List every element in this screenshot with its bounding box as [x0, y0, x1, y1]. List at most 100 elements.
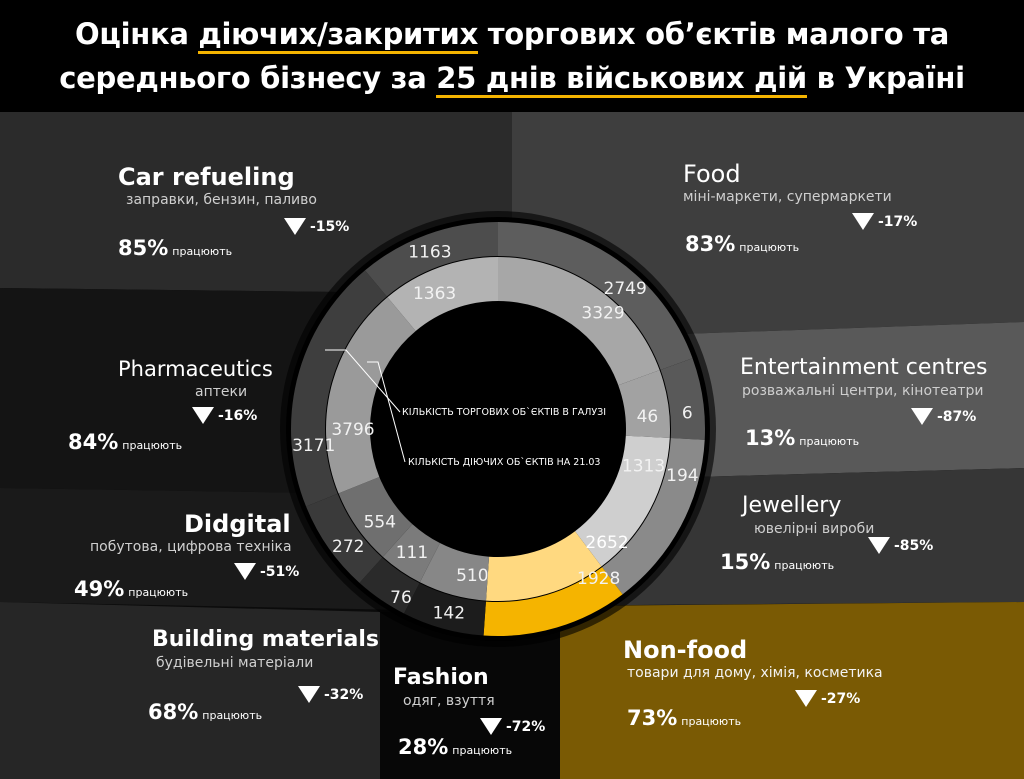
outer-segment-food	[498, 222, 693, 370]
inner-value-non-food: 2652	[585, 533, 628, 553]
inner-value-didgital: 111	[396, 543, 428, 563]
working-percent: 84%	[68, 430, 119, 454]
inner-segment-food	[498, 257, 660, 386]
inner-value-car-refueling: 1363	[413, 284, 456, 304]
panel-change-food: -17%	[852, 213, 917, 230]
panel-name: Car refueling	[118, 163, 295, 191]
panel-working-car-refueling: 85% працюють	[118, 236, 232, 260]
outer-segment-car-refueling	[364, 222, 498, 297]
change-value: -85%	[894, 537, 934, 554]
outer-segment-building-materials	[306, 493, 383, 583]
title-text: торгових об’єктів малого та	[478, 17, 950, 51]
working-percent: 85%	[118, 236, 169, 260]
panel-car-refueling: Car refueling заправки, бензин, паливо	[118, 163, 317, 209]
outer-segment-fashion	[404, 583, 486, 636]
panel-subtitle: одяг, взуття	[403, 693, 495, 709]
legend-leader-active	[367, 361, 406, 463]
panel-change-fashion: -72%	[480, 718, 545, 735]
title-line-2: середнього бізнесу за 25 днів військових…	[59, 56, 965, 100]
title-text: в Україні	[806, 61, 965, 95]
outer-value-fashion: 142	[433, 604, 465, 624]
working-label: працюють	[172, 245, 233, 258]
change-value: -15%	[310, 218, 350, 235]
panel-change-building-materials: -32%	[298, 686, 363, 703]
outer-segment-non-food	[483, 567, 623, 636]
panel-didgital: Didgital побутова, цифрова техніка	[90, 510, 292, 556]
panel-working-jewellery: 15% працюють	[720, 550, 834, 574]
panel-subtitle: товари для дому, хімія, косметика	[627, 665, 883, 681]
panel-bg-building-materials	[0, 602, 380, 779]
inner-value-food: 3329	[581, 303, 624, 323]
panel-working-pharmaceutics: 84% працюють	[68, 430, 182, 454]
working-label: працюють	[202, 709, 263, 722]
panel-non-food: Non-food товари для дому, хімія, космети…	[623, 636, 883, 682]
panel-subtitle: ювелірні вироби	[754, 521, 875, 537]
inner-segment-entertainment-centres	[618, 370, 671, 439]
inner-segment-non-food	[486, 531, 602, 601]
legend-label-total: КІЛЬКІСТЬ ТОРГОВИХ ОБ`ЄКТІВ В ГАЛУЗІ	[402, 407, 606, 418]
panel-working-fashion: 28% працюють	[398, 735, 512, 759]
outer-segment-didgital	[359, 557, 420, 614]
down-triangle-icon	[192, 407, 214, 424]
down-triangle-icon	[852, 213, 874, 230]
panel-name: Entertainment centres	[740, 355, 988, 380]
panel-name: Building materials	[152, 627, 379, 652]
working-label: працюють	[452, 744, 513, 757]
outer-segment-pharmaceutics	[291, 270, 387, 507]
inner-value-fashion: 510	[456, 566, 488, 586]
working-label: працюють	[681, 715, 742, 728]
panel-subtitle: міні-маркети, супермаркети	[683, 189, 892, 205]
outer-value-building-materials: 272	[332, 537, 364, 557]
inner-value-building-materials: 554	[364, 512, 396, 532]
title-line-1: Оцінка діючих/закритих торгових об’єктів…	[75, 12, 949, 56]
title-highlight: 25 днів військових дій	[436, 61, 807, 98]
panel-name: Non-food	[623, 636, 748, 664]
panel-working-food: 83% працюють	[685, 232, 799, 256]
panel-subtitle: будівельні матеріали	[156, 655, 314, 671]
donut-center	[371, 302, 625, 556]
working-label: працюють	[799, 435, 860, 448]
change-value: -32%	[324, 686, 364, 703]
down-triangle-icon	[911, 408, 933, 425]
panel-change-entertainment: -87%	[911, 408, 976, 425]
panel-entertainment: Entertainment centres розважальні центри…	[740, 354, 988, 400]
working-percent: 68%	[148, 700, 199, 724]
panel-subtitle: розважальні центри, кінотеатри	[742, 383, 984, 399]
change-value: -87%	[937, 408, 977, 425]
down-triangle-icon	[480, 718, 502, 735]
panel-name: Pharmaceutics	[118, 357, 273, 381]
inner-segment-fashion	[419, 543, 490, 601]
working-percent: 28%	[398, 735, 449, 759]
outer-value-didgital: 76	[390, 588, 412, 608]
inner-value-jewellery: 1313	[622, 456, 665, 476]
outer-value-jewellery: 194	[666, 466, 698, 486]
working-label: працюють	[739, 241, 800, 254]
panel-change-jewellery: -85%	[868, 537, 933, 554]
working-percent: 83%	[685, 232, 736, 256]
inner-segment-didgital	[382, 524, 440, 583]
inner-value-pharmaceutics: 3796	[331, 420, 374, 440]
down-triangle-icon	[868, 537, 890, 554]
panel-food: Food міні-маркети, супермаркети	[683, 160, 892, 206]
inner-segment-car-refueling	[387, 257, 498, 331]
panel-change-pharmaceutics: -16%	[192, 407, 257, 424]
panel-change-non-food: -27%	[795, 690, 860, 707]
change-value: -17%	[878, 213, 918, 230]
outer-value-entertainment-centres: 6	[682, 403, 693, 423]
working-percent: 15%	[720, 550, 771, 574]
panel-working-entertainment: 13% працюють	[745, 426, 859, 450]
inner-segment-building-materials	[338, 476, 413, 557]
donut-value-labels: 2749 6 194 1928 142 76 272 3171 1163 3329 46 1313 26…	[292, 243, 699, 624]
title-text: Оцінка	[75, 17, 199, 51]
working-percent: 49%	[74, 577, 125, 601]
working-percent: 13%	[745, 426, 796, 450]
change-value: -27%	[821, 690, 861, 707]
outer-value-non-food: 1928	[577, 569, 620, 589]
inner-value-entertainment-centres: 46	[637, 407, 659, 427]
change-value: -51%	[260, 563, 300, 580]
down-triangle-icon	[795, 690, 817, 707]
panel-working-non-food: 73% працюють	[627, 706, 741, 730]
panel-name: Didgital	[184, 510, 291, 538]
working-label: працюють	[122, 439, 183, 452]
